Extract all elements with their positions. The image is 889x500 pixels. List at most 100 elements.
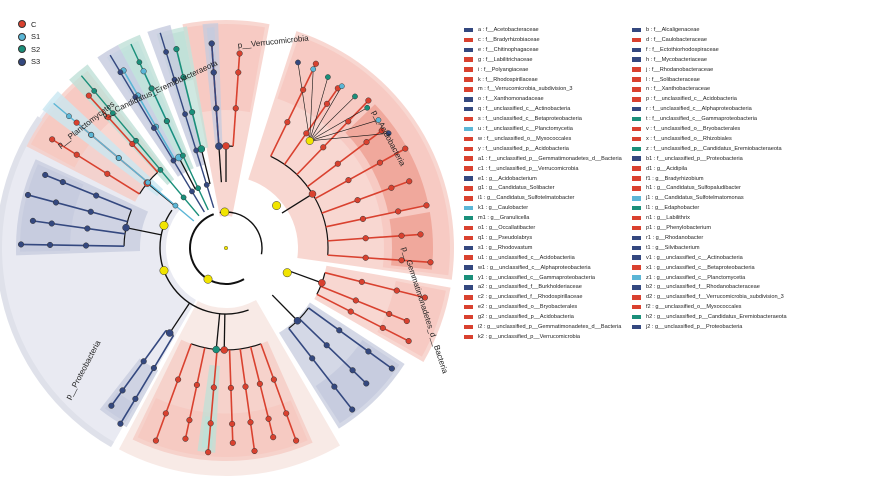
- taxa-legend-item: i2 : g__unclassified_p__Gemmatimonadetes…: [464, 323, 621, 331]
- fan-branch: [309, 96, 356, 142]
- spoke-node: [133, 137, 139, 144]
- taxa-label: g__unclassified_c__Betaproteobacteria: [656, 264, 755, 271]
- tree-node: [182, 435, 189, 442]
- tree-node: [379, 324, 386, 331]
- spoke-node: [66, 113, 72, 120]
- taxa-key: j2: [646, 324, 651, 330]
- taxa-separator: :: [485, 215, 491, 222]
- group-legend-item: S3: [18, 56, 40, 69]
- fan-leaf-node: [385, 130, 392, 137]
- tree-node: [180, 74, 187, 81]
- taxa-key: c2: [478, 294, 484, 301]
- tree-node: [270, 434, 277, 441]
- taxa-key: q: [478, 106, 482, 113]
- taxa-separator: :: [652, 155, 657, 162]
- tree-node: [388, 184, 395, 191]
- group-color-dot: [18, 32, 26, 41]
- group-label: C: [31, 19, 37, 29]
- taxa-separator: :: [481, 126, 486, 132]
- taxa-color-swatch: [464, 334, 473, 340]
- taxa-label: f__Chitinophagaceae: [485, 46, 539, 53]
- taxa-color-swatch: [632, 126, 641, 132]
- yellow-node: [272, 201, 282, 211]
- taxa-label: g__Labilithrix: [656, 215, 690, 222]
- taxa-color-swatch: [464, 77, 473, 82]
- taxa-color-swatch: [464, 205, 473, 211]
- taxa-label: g__Caulobacter: [488, 205, 529, 212]
- tree-node: [309, 355, 316, 362]
- spoke-node: [180, 152, 186, 159]
- tree-node: [207, 420, 214, 427]
- taxa-legend-item: f2 : g__unclassified_o__Myxococcales: [632, 303, 741, 311]
- taxa-legend-item: v1 : g__unclassified_c__Actinobacteria: [632, 254, 743, 262]
- taxa-separator: :: [484, 234, 489, 241]
- taxa-color-swatch: [632, 106, 641, 112]
- taxa-separator: :: [649, 27, 654, 33]
- clade-node: [215, 142, 223, 150]
- clade-node: [220, 346, 228, 354]
- taxa-legend-item: z1 : g__unclassified_c__Planctomycetia: [632, 274, 745, 282]
- tree-node: [265, 415, 272, 422]
- taxa-legend-item: y : f__unclassified_p__Acidobacteria: [464, 145, 569, 153]
- taxa-separator: :: [484, 225, 489, 231]
- tree-node: [345, 118, 352, 125]
- taxa-key: e: [478, 46, 482, 53]
- taxa-label: g__unclassified_p__Proteobacteria: [655, 324, 743, 330]
- tree-node: [108, 402, 115, 409]
- leaf-branch: [249, 346, 274, 438]
- taxa-key: c1: [478, 165, 484, 172]
- taxa-key: j1: [646, 195, 651, 202]
- leaf-branch: [308, 307, 393, 370]
- taxa-key: b: [646, 27, 650, 33]
- taxa-legend-item: i1 : g__Candidatus_Sulfotelmatobacter: [464, 194, 574, 202]
- clade-node: [293, 317, 302, 325]
- taxa-label: g__Granulicella: [490, 215, 530, 222]
- spoke-branch: [80, 75, 200, 217]
- tree-node: [73, 151, 80, 158]
- leaf-branch: [175, 48, 203, 150]
- taxa-separator: :: [481, 46, 486, 53]
- tree-node: [393, 287, 400, 294]
- taxa-color-swatch: [464, 324, 473, 330]
- tree-node: [256, 380, 263, 387]
- branch: [281, 193, 313, 214]
- taxa-legend-item: a2 : g__unclassified_f__Burkholderiaceae: [464, 283, 582, 291]
- leaf-branch: [298, 318, 367, 385]
- taxa-label: f__Polyangiaceae: [483, 66, 529, 73]
- group-legend-item: S1: [18, 31, 40, 44]
- taxa-color-swatch: [464, 67, 473, 72]
- taxa-label: g__Rhodanobacter: [655, 234, 704, 241]
- taxa-legend-item: j : f__Rhodanobacteraceae: [632, 66, 713, 74]
- clade-node: [308, 190, 317, 198]
- taxa-legend-item: z : f__unclassified_p__Candidatus_Eremio…: [632, 145, 782, 153]
- taxa-legend-item: e1 : g__Acidobacterium: [464, 175, 537, 183]
- yellow-node: [159, 266, 169, 276]
- taxa-label: f__unclassified_p__Candidatus_Eremiobact…: [653, 145, 782, 152]
- taxa-legend-item: h : f__Mycobacteriaceae: [632, 56, 707, 64]
- tree-node: [48, 220, 55, 227]
- taxa-key: j: [646, 66, 648, 73]
- spoke-branch: [109, 54, 205, 213]
- spoke-branch: [159, 32, 215, 209]
- taxa-legend-item: l : f__Solibacteraceae: [632, 76, 700, 84]
- taxa-separator: :: [482, 195, 488, 202]
- taxa-legend-item: p1 : g__Phenylobacterium: [632, 224, 711, 232]
- taxa-label: g__Acidipila: [656, 165, 688, 172]
- taxa-legend-item: m : f__Verrucomicrobia_subdivision_3: [464, 85, 573, 93]
- branch: [125, 227, 162, 236]
- tree-node: [24, 191, 32, 198]
- tree-node: [189, 109, 196, 116]
- tree-node: [227, 384, 234, 391]
- taxa-label: f__unclassified_o__Myxococcales: [486, 135, 572, 142]
- tree-node: [205, 449, 212, 456]
- tree-node: [208, 40, 215, 47]
- taxa-label: f__Bradyrhizobiaceae: [485, 36, 540, 43]
- taxa-separator: :: [650, 304, 656, 311]
- tree-node: [49, 136, 56, 143]
- taxa-color-swatch: [464, 166, 473, 171]
- leaf-branch: [51, 138, 140, 195]
- tree-node: [336, 327, 343, 334]
- taxa-label: g__unclassified_c__Acidobacteriia: [488, 254, 575, 261]
- fan-branch: [309, 119, 379, 142]
- taxa-color-swatch: [464, 186, 473, 191]
